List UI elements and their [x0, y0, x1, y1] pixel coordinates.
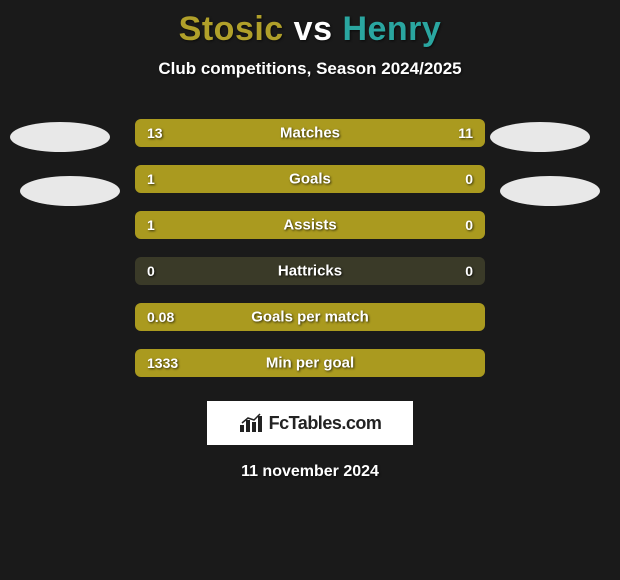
subtitle: Club competitions, Season 2024/2025 — [0, 59, 620, 79]
stat-value-left: 1 — [147, 217, 155, 233]
stat-row: Assists 1 0 — [135, 211, 485, 239]
logo-text: FcTables.com — [269, 413, 382, 434]
stat-label: Matches — [280, 125, 340, 142]
stat-row: Goals per match 0.08 — [135, 303, 485, 331]
stat-row: Min per goal 1333 — [135, 349, 485, 377]
stat-value-right: 11 — [458, 125, 473, 141]
stat-label: Goals — [289, 171, 331, 188]
vs-text: vs — [284, 10, 343, 48]
stat-row: Hattricks 0 0 — [135, 257, 485, 285]
stat-value-left: 1333 — [147, 355, 178, 371]
stat-rows-container: Matches1311Goals10Assists10Hattricks00Go… — [0, 119, 620, 377]
placeholder-oval — [490, 122, 590, 152]
chart-icon — [239, 413, 263, 433]
stat-value-left: 0 — [147, 263, 155, 279]
player2-name: Henry — [342, 10, 441, 48]
stat-value-left: 1 — [147, 171, 155, 187]
stat-bar-left — [135, 211, 398, 239]
stat-value-right: 0 — [465, 171, 473, 187]
placeholder-oval — [500, 176, 600, 206]
stat-label: Assists — [283, 217, 336, 234]
fctables-logo: FcTables.com — [207, 401, 413, 445]
player1-name: Stosic — [179, 10, 284, 48]
stat-label: Min per goal — [266, 355, 354, 372]
stat-value-left: 0.08 — [147, 309, 174, 325]
stat-row: Matches 13 11 — [135, 119, 485, 147]
stat-bar-left — [135, 165, 398, 193]
placeholder-oval — [10, 122, 110, 152]
stat-label: Hattricks — [278, 263, 342, 280]
stat-label: Goals per match — [251, 309, 369, 326]
stat-value-left: 13 — [147, 125, 163, 141]
comparison-title: Stosic vs Henry — [0, 0, 620, 49]
stat-value-right: 0 — [465, 263, 473, 279]
stat-value-right: 0 — [465, 217, 473, 233]
placeholder-oval — [20, 176, 120, 206]
date-text: 11 november 2024 — [0, 463, 620, 481]
stat-row: Goals 1 0 — [135, 165, 485, 193]
